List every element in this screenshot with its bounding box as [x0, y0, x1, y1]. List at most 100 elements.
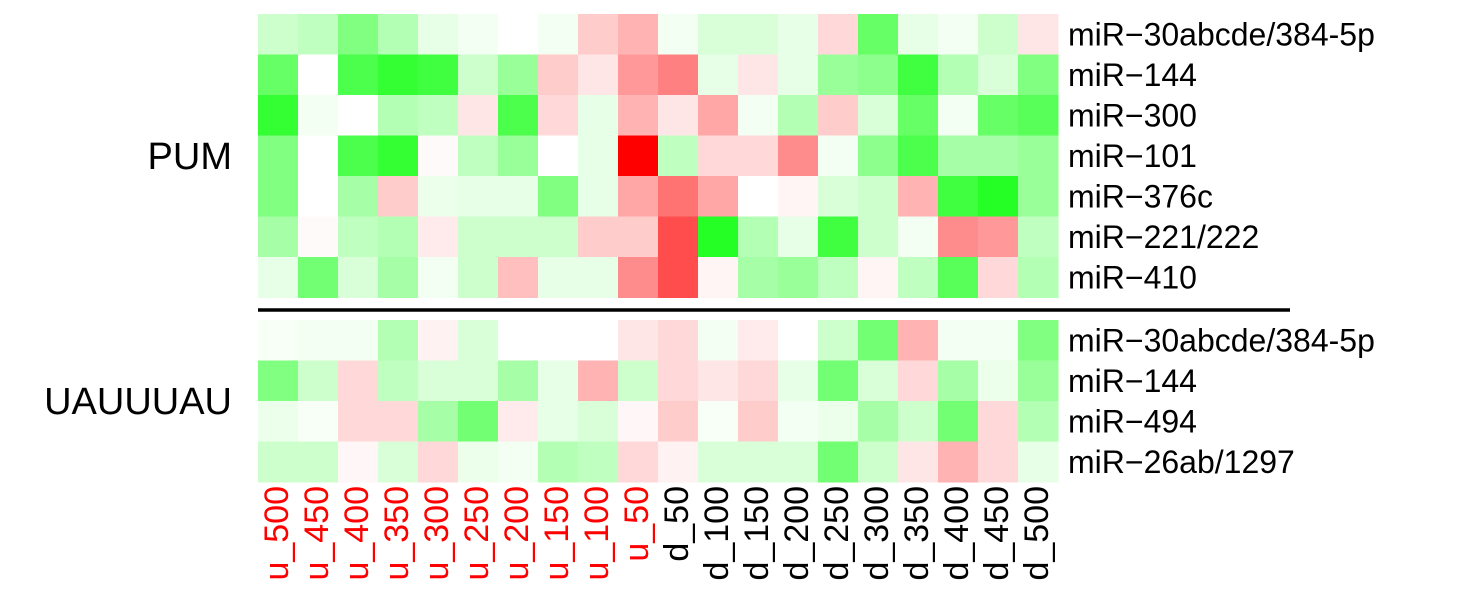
heatmap-cell	[578, 401, 619, 442]
heatmap-cell	[778, 95, 819, 136]
heatmap-cell	[658, 401, 699, 442]
heatmap-cell	[458, 14, 499, 55]
heatmap-cell	[818, 216, 859, 258]
row-label: miR−494	[1068, 403, 1197, 439]
row-label: miR−300	[1068, 97, 1197, 133]
heatmap-cell	[538, 216, 579, 258]
heatmap-cell	[858, 360, 899, 402]
heatmap-cell	[458, 360, 499, 402]
heatmap-cell	[658, 320, 699, 361]
heatmap-cell	[458, 135, 499, 177]
heatmap-cell	[618, 441, 659, 483]
heatmap-cell	[418, 360, 459, 402]
heatmap-cell	[698, 360, 739, 402]
heatmap-cell	[338, 216, 379, 258]
heatmap-cell	[1018, 257, 1059, 298]
heatmap-cell	[1018, 320, 1059, 361]
heatmap-cell	[898, 401, 939, 442]
heatmap-cell	[938, 135, 979, 177]
heatmap-cell	[618, 257, 659, 298]
heatmap-cell	[618, 320, 659, 361]
heatmap-cell	[458, 95, 499, 136]
heatmap-cell	[298, 257, 339, 298]
column-label: u_250	[458, 486, 496, 581]
heatmap-cell	[1018, 135, 1059, 177]
heatmap-cell	[498, 401, 539, 442]
heatmap-cell	[418, 135, 459, 177]
heatmap-cell	[818, 401, 859, 442]
heatmap-cell	[298, 54, 339, 96]
heatmap-cell	[578, 360, 619, 402]
heatmap-cell	[498, 176, 539, 217]
heatmap-cell	[378, 135, 419, 177]
heatmap-cell	[898, 54, 939, 96]
heatmap-cell	[258, 14, 299, 55]
heatmap-cell	[778, 14, 819, 55]
heatmap-cell	[898, 360, 939, 402]
heatmap-cell	[498, 95, 539, 136]
heatmap-cell	[458, 54, 499, 96]
heatmap-cell	[698, 320, 739, 361]
heatmap-cell	[978, 14, 1019, 55]
heatmap-cell	[458, 176, 499, 217]
heatmap-cell	[298, 401, 339, 442]
heatmap-cell	[378, 176, 419, 217]
heatmap-cell	[538, 95, 579, 136]
heatmap-cell	[738, 135, 779, 177]
heatmap-cell	[938, 14, 979, 55]
heatmap-cell	[938, 360, 979, 402]
group-label: UAUUUAU	[44, 381, 232, 423]
row-label: miR−410	[1068, 259, 1197, 295]
heatmap-cell	[858, 95, 899, 136]
heatmap-cell	[498, 360, 539, 402]
heatmap-cell	[258, 135, 299, 177]
heatmap-cell	[858, 54, 899, 96]
heatmap-cell	[618, 54, 659, 96]
heatmap-cell	[1018, 14, 1059, 55]
heatmap-cell	[898, 95, 939, 136]
heatmap-cell	[378, 360, 419, 402]
heatmap-cell	[378, 441, 419, 483]
heatmap-cell	[498, 135, 539, 177]
heatmap-cell	[778, 360, 819, 402]
heatmap-cell	[658, 441, 699, 483]
heatmap-cell	[258, 320, 299, 361]
heatmap-cell	[778, 257, 819, 298]
heatmap-cell	[898, 135, 939, 177]
heatmap-cell	[378, 401, 419, 442]
heatmap-cell	[978, 135, 1019, 177]
heatmap-cell	[658, 176, 699, 217]
heatmap-cell	[858, 441, 899, 483]
heatmap-cell	[978, 257, 1019, 298]
column-label: d_450	[978, 486, 1016, 581]
heatmap-cell	[658, 135, 699, 177]
heatmap-cell	[818, 54, 859, 96]
heatmap-cell	[618, 95, 659, 136]
heatmap-cell	[698, 95, 739, 136]
column-label: u_450	[298, 486, 336, 581]
row-label: miR−101	[1068, 138, 1197, 174]
heatmap-cell	[738, 176, 779, 217]
heatmap-cell	[618, 14, 659, 55]
heatmap-cell	[898, 441, 939, 483]
heatmap-cell	[1018, 441, 1059, 483]
column-label: u_50	[618, 486, 656, 562]
heatmap-cell	[378, 257, 419, 298]
heatmap-cell	[338, 54, 379, 96]
heatmap-cell	[618, 135, 659, 177]
heatmap-cell	[818, 441, 859, 483]
heatmap-cell	[258, 441, 299, 483]
heatmap-cell	[338, 257, 379, 298]
heatmap-cell	[818, 320, 859, 361]
heatmap-cell	[938, 257, 979, 298]
heatmap-cell	[858, 320, 899, 361]
heatmap-cell	[378, 54, 419, 96]
heatmap-cell	[738, 54, 779, 96]
heatmap-cell	[738, 14, 779, 55]
column-label: u_150	[538, 486, 576, 581]
heatmap-cell	[618, 401, 659, 442]
heatmap-cell	[698, 54, 739, 96]
heatmap-cell	[538, 401, 579, 442]
heatmap-cell	[698, 401, 739, 442]
